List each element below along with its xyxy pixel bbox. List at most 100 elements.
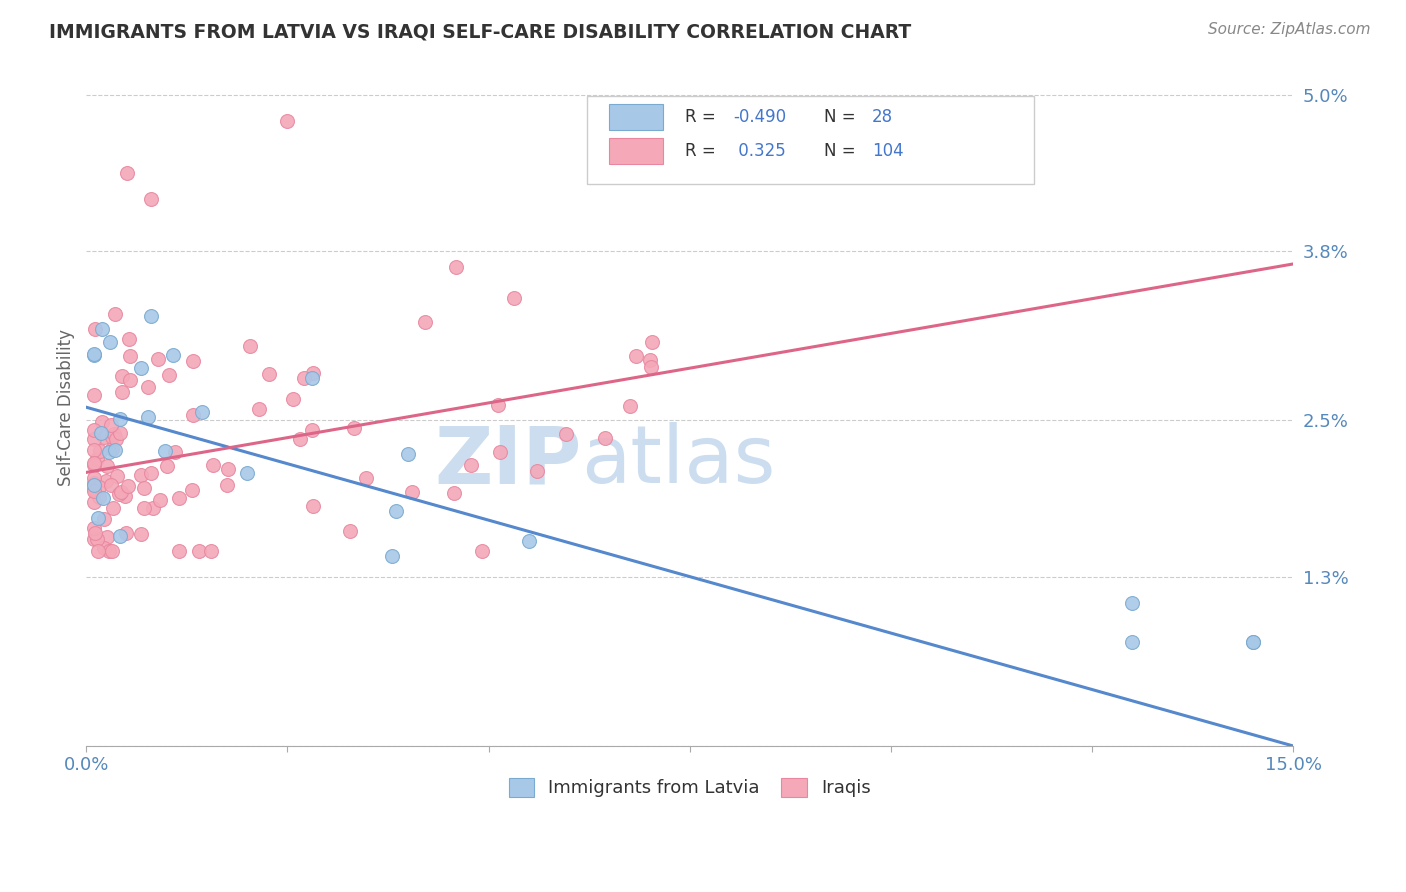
Point [87,511,110,525]
Point [118,373,141,387]
Point [593,431,616,445]
Point [83,484,105,499]
Point [640,334,662,349]
Point [114,490,136,504]
Point [129,361,152,376]
Point [301,423,323,437]
Point [413,315,436,329]
Point [117,479,139,493]
Point [471,543,494,558]
Text: atlas: atlas [581,423,776,500]
Point [162,348,184,362]
Point [118,332,141,346]
Point [83,388,105,402]
Point [83,471,105,485]
Text: Source: ZipAtlas.com: Source: ZipAtlas.com [1208,22,1371,37]
Point [201,458,224,473]
Point [96,474,118,488]
Point [83,520,105,534]
Point [96,458,118,473]
Point [89,444,111,458]
Point [339,524,361,538]
Point [136,379,159,393]
Point [100,418,122,433]
FancyBboxPatch shape [609,104,664,130]
Point [104,307,127,321]
Point [129,526,152,541]
Point [526,464,548,478]
Point [443,485,465,500]
Point [104,432,127,446]
Text: R =: R = [685,108,721,127]
Point [96,530,118,544]
Y-axis label: Self-Care Disability: Self-Care Disability [58,329,75,486]
Text: N =: N = [824,142,860,161]
Point [86,532,108,546]
Point [301,371,323,385]
Point [380,549,402,563]
Point [86,452,108,467]
Point [93,429,115,443]
Point [83,532,105,546]
Point [142,500,165,515]
Point [146,352,169,367]
Point [118,349,141,363]
Point [619,400,641,414]
Point [115,166,138,180]
Point [342,421,364,435]
Point [91,322,114,336]
Text: 104: 104 [872,142,904,161]
Text: -0.490: -0.490 [733,108,786,127]
Point [91,415,114,429]
Point [83,423,105,437]
Point [83,458,105,473]
Text: ZIP: ZIP [434,423,581,500]
Point [188,543,211,558]
Point [640,360,662,375]
Point [624,349,647,363]
Point [1121,596,1143,610]
Point [153,444,176,458]
Point [103,426,125,441]
Point [87,490,110,504]
Point [638,352,661,367]
Point [87,543,110,558]
Point [191,405,214,419]
Point [181,408,204,422]
Point [134,481,156,495]
Point [83,348,105,362]
Point [1241,634,1264,648]
Point [1121,634,1143,648]
Point [401,485,423,500]
Point [83,525,105,540]
Point [167,543,190,558]
Point [181,354,204,368]
Point [83,442,105,457]
Point [100,335,122,350]
Point [138,409,160,424]
Point [83,432,105,446]
Point [100,478,122,492]
Point [83,476,105,491]
Point [108,529,131,543]
Point [292,371,315,385]
FancyBboxPatch shape [588,95,1033,184]
Point [283,392,305,406]
Point [239,339,262,353]
Point [288,432,311,446]
Point [356,471,378,485]
Point [100,442,122,457]
Legend: Immigrants from Latvia, Iraqis: Immigrants from Latvia, Iraqis [502,771,879,805]
Point [110,368,132,383]
Point [108,425,131,440]
Point [132,501,155,516]
Point [83,456,105,470]
Point [396,447,419,461]
Point [385,504,408,518]
Point [460,458,482,473]
Point [91,491,114,505]
Point [163,445,186,459]
Point [486,398,509,412]
Text: IMMIGRANTS FROM LATVIA VS IRAQI SELF-CARE DISABILITY CORRELATION CHART: IMMIGRANTS FROM LATVIA VS IRAQI SELF-CAR… [49,22,911,41]
Point [115,525,138,540]
